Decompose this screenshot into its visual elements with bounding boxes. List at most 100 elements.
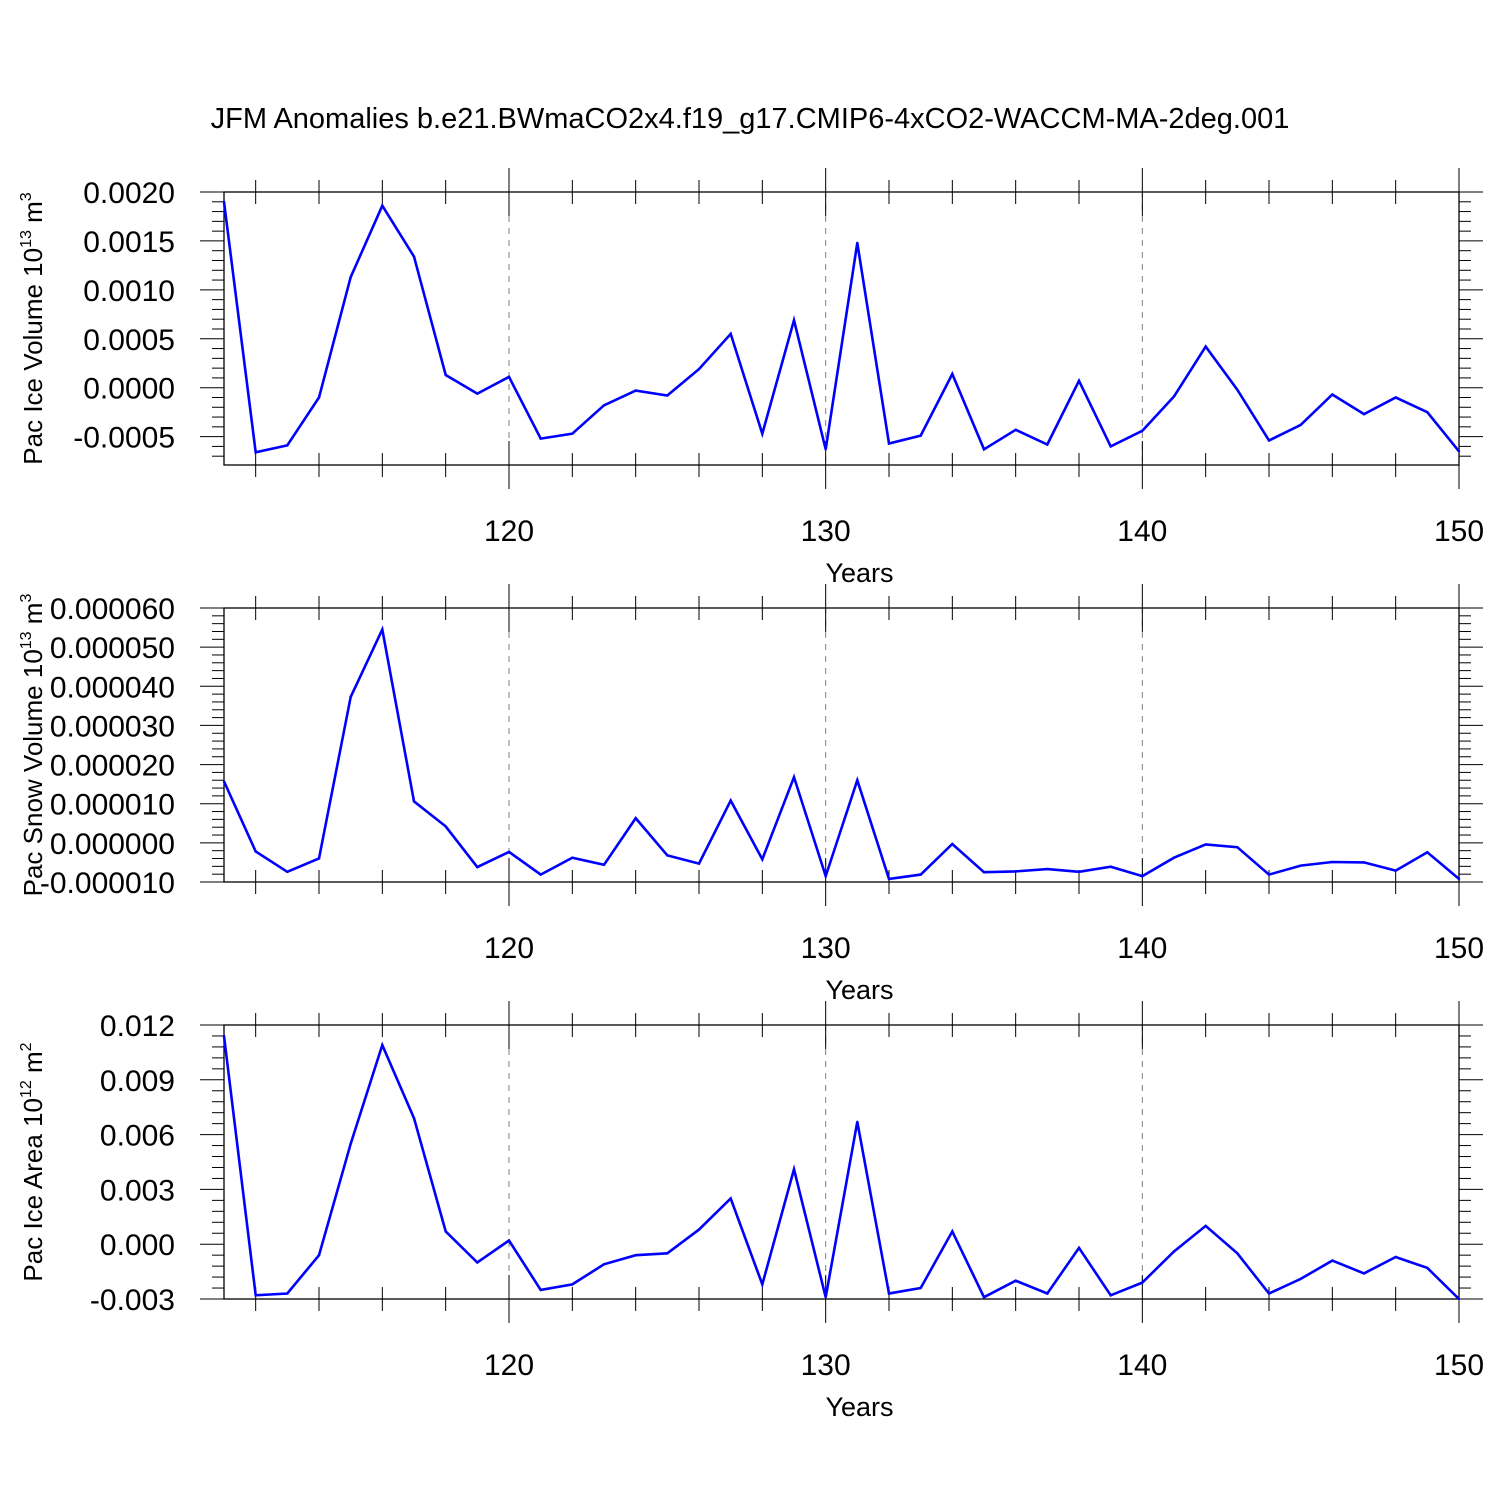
y-tick-label: 0.000 bbox=[100, 1229, 175, 1262]
data-point bbox=[1141, 874, 1144, 878]
data-point bbox=[1014, 428, 1017, 431]
data-point bbox=[476, 865, 479, 869]
data-point bbox=[1077, 379, 1081, 383]
data-point bbox=[412, 255, 416, 258]
x-tick-label: 150 bbox=[1434, 515, 1484, 548]
data-point bbox=[982, 1295, 986, 1299]
x-tick-label: 150 bbox=[1434, 932, 1484, 965]
y-tick-label: 0.0015 bbox=[83, 226, 175, 259]
data-point bbox=[1141, 429, 1144, 432]
data-point bbox=[317, 1253, 321, 1257]
data-point bbox=[381, 1043, 384, 1047]
data-point bbox=[602, 1263, 606, 1266]
data-point bbox=[1457, 450, 1461, 453]
chart-panel-1: 0.0020 0.0015 0.0010 0.0005 0.0000 -0.0005 120… bbox=[18, 168, 1484, 588]
data-point bbox=[887, 442, 891, 445]
data-point bbox=[729, 1197, 732, 1200]
data-point bbox=[476, 392, 479, 395]
data-point bbox=[1046, 443, 1049, 446]
data-point bbox=[222, 780, 226, 783]
data-point bbox=[1046, 1292, 1049, 1295]
data-point bbox=[1457, 877, 1461, 881]
data-point bbox=[1014, 1279, 1017, 1282]
data-point bbox=[539, 1288, 542, 1292]
data-point bbox=[856, 1120, 859, 1124]
data-point bbox=[286, 870, 289, 874]
y-tick-label: 0.000010 bbox=[50, 789, 175, 822]
data-point bbox=[349, 275, 352, 279]
data-point bbox=[666, 1252, 669, 1255]
data-point bbox=[539, 437, 542, 440]
data-point bbox=[571, 432, 574, 435]
data-point bbox=[507, 1239, 511, 1242]
data-point bbox=[1172, 395, 1176, 398]
data-point bbox=[1204, 1224, 1207, 1228]
plot-frame bbox=[223, 607, 1460, 883]
x-tick-label: 130 bbox=[801, 1349, 851, 1382]
data-point bbox=[254, 850, 257, 853]
data-point bbox=[729, 799, 732, 802]
data-point bbox=[222, 200, 226, 203]
data-point bbox=[1109, 445, 1112, 448]
data-point bbox=[222, 1034, 226, 1038]
data-point bbox=[761, 858, 764, 861]
data-point bbox=[412, 1116, 416, 1120]
data-point bbox=[919, 873, 922, 876]
data-point bbox=[951, 842, 954, 846]
x-tick-label: 130 bbox=[801, 932, 851, 965]
data-point bbox=[381, 628, 384, 631]
y-tick-label: 0.000000 bbox=[50, 828, 175, 861]
data-point bbox=[1299, 423, 1302, 427]
data-point bbox=[1077, 1246, 1081, 1250]
data-point bbox=[1236, 1252, 1239, 1255]
data-point bbox=[634, 1253, 637, 1257]
data-point bbox=[1362, 861, 1366, 864]
x-axis-label: Years bbox=[825, 975, 893, 1005]
x-tick-label: 140 bbox=[1117, 1349, 1167, 1382]
y-tick-label: 0.0020 bbox=[83, 177, 175, 210]
data-point bbox=[887, 1292, 891, 1295]
series-line bbox=[222, 201, 1461, 454]
data-point bbox=[444, 373, 447, 377]
data-point bbox=[1109, 1294, 1112, 1297]
y-tick-label: 0.000040 bbox=[50, 671, 175, 704]
y-tick-label: 0.000030 bbox=[50, 710, 175, 743]
data-point bbox=[1046, 867, 1049, 871]
y-tick-label: 0.000020 bbox=[50, 750, 175, 783]
y-tick-label: 0.000060 bbox=[50, 593, 175, 626]
data-point bbox=[1267, 873, 1271, 876]
plot-frame bbox=[223, 1024, 1460, 1300]
x-axis-label: Years bbox=[825, 558, 893, 588]
data-point bbox=[254, 451, 257, 454]
chart-panel-2: 0.000060 0.000050 0.000040 0.000030 0.000020… bbox=[18, 584, 1484, 1005]
data-point bbox=[982, 448, 986, 451]
data-point bbox=[1362, 412, 1366, 416]
data-point bbox=[1172, 1250, 1176, 1253]
data-point bbox=[792, 318, 796, 322]
data-point bbox=[634, 389, 637, 392]
data-point bbox=[761, 1283, 764, 1286]
data-point bbox=[602, 863, 606, 866]
data-point bbox=[1109, 865, 1112, 868]
data-point bbox=[1362, 1272, 1366, 1275]
data-point bbox=[286, 1292, 289, 1295]
y-tick-label: 0.0005 bbox=[83, 324, 175, 357]
data-point bbox=[444, 1230, 447, 1233]
data-point bbox=[254, 1294, 257, 1297]
data-point bbox=[634, 816, 637, 820]
data-point bbox=[1426, 851, 1429, 854]
data-point bbox=[982, 871, 986, 874]
data-point bbox=[1204, 843, 1207, 846]
data-point bbox=[1331, 393, 1334, 396]
y-tick-label: -0.003 bbox=[90, 1284, 175, 1317]
data-point bbox=[1236, 845, 1239, 849]
data-point bbox=[824, 448, 827, 451]
data-point bbox=[317, 396, 321, 399]
data-point bbox=[286, 444, 289, 447]
data-point bbox=[412, 800, 416, 803]
y-axis-label: Pac Snow Volume 1013 m3 bbox=[18, 594, 48, 897]
data-point bbox=[1394, 1255, 1397, 1259]
y-tick-label: 0.012 bbox=[100, 1010, 175, 1043]
data-point bbox=[1236, 388, 1239, 391]
